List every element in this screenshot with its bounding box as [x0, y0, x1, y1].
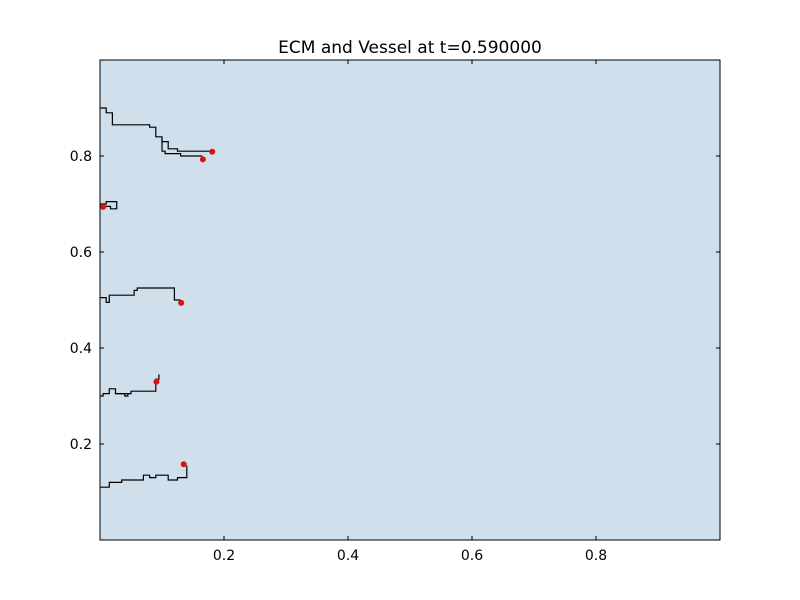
x-tick-label-3: 0.6	[461, 548, 483, 564]
tip-layer	[100, 148, 216, 468]
vessel-tip-1	[209, 148, 216, 155]
vessel-path-4	[100, 287, 181, 303]
vessel-path-1	[100, 107, 212, 152]
vessel-tip-7	[180, 461, 187, 468]
vessel-tip-5	[153, 378, 160, 385]
y-tick-label-2: 0.4	[70, 341, 92, 357]
y-tick-label-1: 0.2	[70, 437, 92, 453]
x-tick-label-4: 0.8	[585, 548, 607, 564]
vessel-tip-4	[178, 299, 185, 306]
chart-title: ECM and Vessel at t=0.590000	[278, 38, 542, 58]
y-tick-label-3: 0.6	[70, 245, 92, 261]
x-tick-label-1: 0.2	[213, 548, 235, 564]
plot-frame	[99, 59, 721, 541]
y-tick-label-4: 0.8	[70, 149, 92, 165]
plot-area	[100, 60, 720, 540]
vessel-path-7	[100, 465, 188, 488]
vessel-layer	[100, 107, 212, 488]
vessel-path-2	[161, 139, 203, 157]
vessel-tip-2	[199, 156, 206, 163]
vessel-tip-3	[100, 203, 107, 210]
tick-layer: 0.2 0.4 0.6 0.8 0.2 0.4 0.6 0.8	[70, 60, 720, 564]
vessel-path-6	[114, 391, 129, 397]
vessel-path-3	[100, 201, 118, 210]
x-tick-label-2: 0.4	[337, 548, 359, 564]
